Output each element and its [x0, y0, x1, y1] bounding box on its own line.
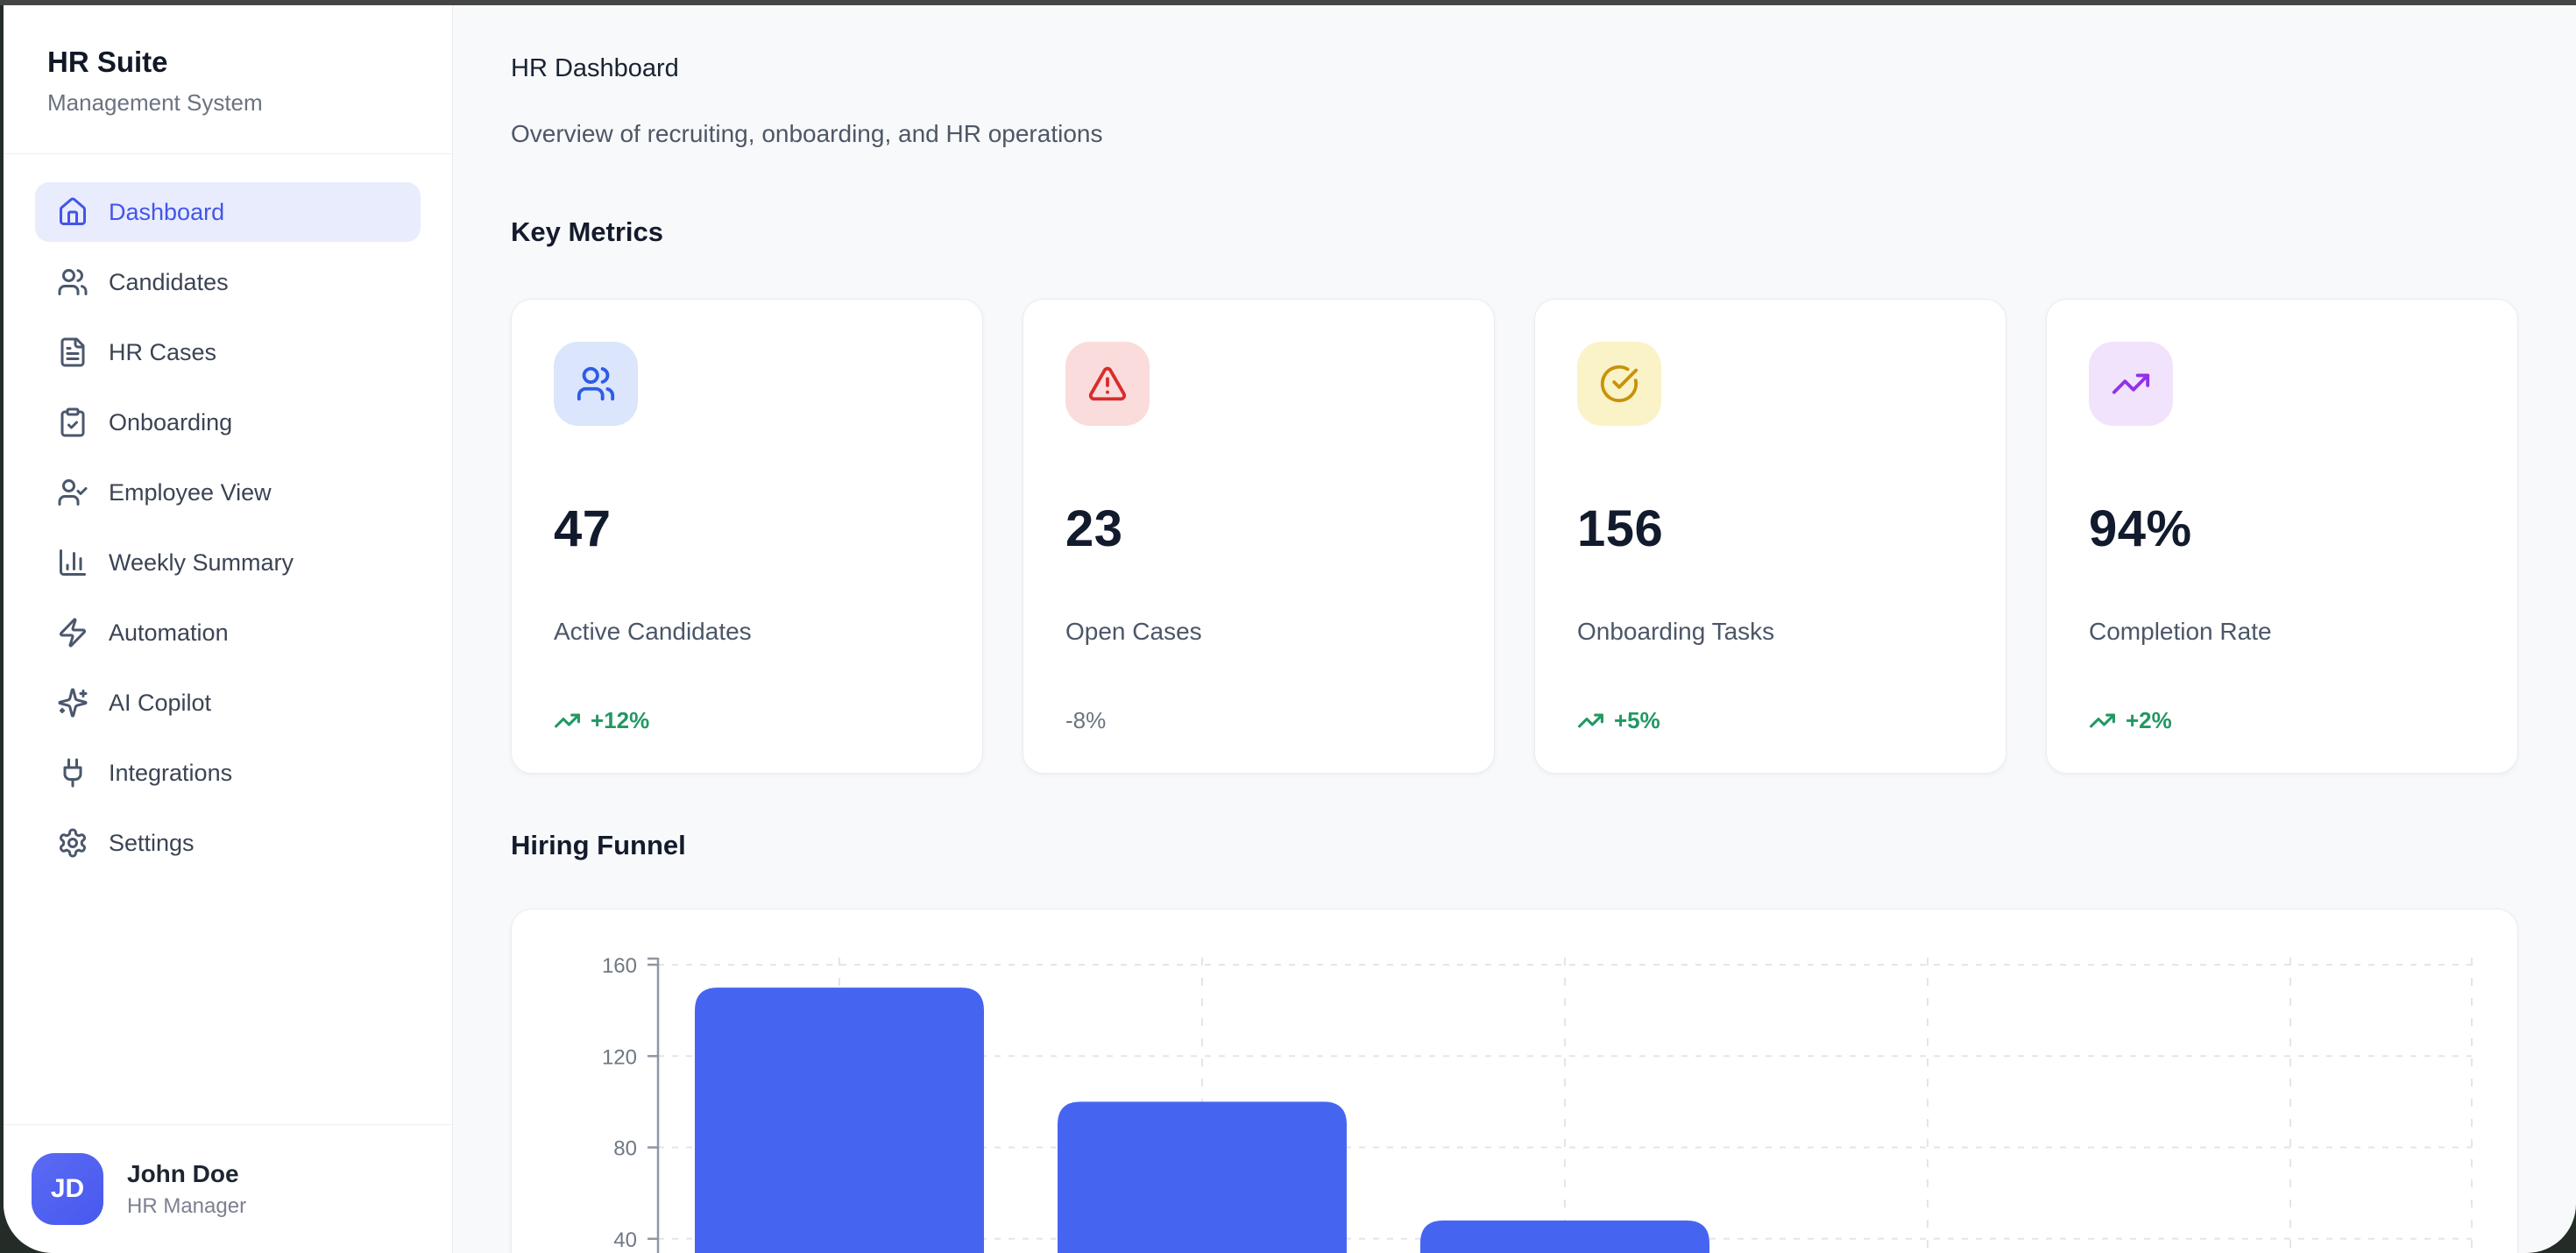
sidebar-item-automation[interactable]: Automation — [35, 603, 421, 662]
trending-up-icon — [555, 713, 580, 728]
gear-icon — [60, 828, 86, 858]
trending-up-icon — [2090, 713, 2115, 728]
sidebar-item-label: Onboarding — [109, 408, 233, 435]
users-icon — [58, 269, 88, 295]
metric-card-open-cases: 23 Open Cases -8% — [1023, 299, 1495, 774]
sidebar-item-employee-view[interactable]: Employee View — [35, 463, 421, 522]
funnel-bar — [695, 988, 984, 1253]
window-top-strip — [0, 0, 2576, 5]
metric-delta: +2% — [2089, 707, 2475, 734]
metric-delta: +12% — [554, 707, 940, 734]
metric-value: 23 — [1065, 500, 1123, 557]
user-role: HR Manager — [127, 1193, 247, 1218]
sidebar-item-label: Integrations — [109, 759, 233, 786]
svg-text:120: 120 — [602, 1045, 637, 1069]
clipboard-check-icon — [60, 407, 85, 437]
metric-delta: -8% — [1065, 707, 1107, 733]
user-profile: JD John Doe HR Manager — [4, 1124, 452, 1253]
funnel-bar — [1420, 1220, 1709, 1253]
sidebar-item-integrations[interactable]: Integrations — [35, 743, 421, 803]
metric-label: Active Candidates — [554, 618, 752, 645]
funnel-bar — [1058, 1101, 1347, 1253]
section-title-hiring-funnel: Hiring Funnel — [511, 830, 686, 860]
metric-card-active-candidates: 47 Active Candidates +12% — [511, 299, 983, 774]
sidebar-nav: Dashboard Candidates HR Cases Onboarding… — [4, 154, 452, 1124]
metric-label: Open Cases — [1065, 618, 1202, 645]
sidebar-item-label: Automation — [109, 619, 229, 646]
sparkles-icon — [58, 688, 88, 718]
user-name: John Doe — [127, 1159, 239, 1187]
svg-text:80: 80 — [613, 1137, 637, 1161]
metric-label: Onboarding Tasks — [1577, 618, 1775, 645]
app-title: HR Suite — [47, 46, 168, 78]
sidebar-item-label: Candidates — [109, 268, 229, 295]
app-window: HR Suite Management System Dashboard Can… — [4, 5, 2576, 1253]
hiring-funnel-chart-card: 160 120 80 40 — [511, 909, 2518, 1253]
hiring-funnel-bar-chart: 160 120 80 40 — [602, 954, 2473, 1253]
metric-value: 156 — [1577, 500, 1664, 557]
sidebar-item-label: Weekly Summary — [109, 549, 294, 576]
sidebar-item-dashboard[interactable]: Dashboard — [35, 182, 421, 242]
metric-label: Completion Rate — [2089, 618, 2272, 645]
check-circle-icon — [1577, 342, 1661, 426]
user-check-icon — [58, 479, 88, 506]
zap-icon — [60, 618, 86, 648]
metric-delta: +5% — [1577, 707, 1964, 734]
trending-up-icon — [2089, 342, 2173, 426]
sidebar-item-label: HR Cases — [109, 338, 217, 365]
section-title-key-metrics: Key Metrics — [511, 216, 664, 247]
metric-card-completion-rate: 94% Completion Rate +2% — [2046, 299, 2518, 774]
svg-text:40: 40 — [613, 1228, 637, 1252]
alert-triangle-icon — [1065, 342, 1150, 426]
sidebar-item-label: Employee View — [109, 478, 272, 506]
sidebar: HR Suite Management System Dashboard Can… — [4, 5, 453, 1253]
sidebar-item-label: Settings — [109, 829, 195, 856]
sidebar-item-weekly-summary[interactable]: Weekly Summary — [35, 533, 421, 592]
sidebar-item-onboarding[interactable]: Onboarding — [35, 393, 421, 452]
sidebar-item-settings[interactable]: Settings — [35, 813, 421, 873]
main-content: HR Dashboard Overview of recruiting, onb… — [453, 5, 2576, 1253]
sidebar-item-label: AI Copilot — [109, 689, 212, 716]
brand-block: HR Suite Management System — [4, 5, 452, 154]
plug-icon — [63, 758, 82, 788]
sidebar-item-candidates[interactable]: Candidates — [35, 252, 421, 312]
users-icon — [554, 342, 638, 426]
sidebar-item-hr-cases[interactable]: HR Cases — [35, 322, 421, 382]
sidebar-item-label: Dashboard — [109, 198, 225, 225]
chart-column-icon — [60, 549, 86, 576]
svg-text:160: 160 — [602, 954, 637, 978]
house-icon — [60, 197, 86, 225]
metric-cards-row: 47 Active Candidates +12% 23 Open Cases … — [511, 299, 2518, 774]
metric-value: 94% — [2089, 500, 2192, 557]
sidebar-item-ai-copilot[interactable]: AI Copilot — [35, 673, 421, 733]
page-title: HR Dashboard — [511, 54, 679, 82]
metric-card-onboarding-tasks: 156 Onboarding Tasks +5% — [1534, 299, 2006, 774]
avatar: JD — [32, 1153, 103, 1225]
trending-up-icon — [1578, 713, 1603, 728]
file-text-icon — [60, 337, 85, 367]
metric-value: 47 — [554, 500, 612, 557]
page-subtitle: Overview of recruiting, onboarding, and … — [511, 120, 1103, 147]
app-subtitle: Management System — [47, 89, 263, 116]
